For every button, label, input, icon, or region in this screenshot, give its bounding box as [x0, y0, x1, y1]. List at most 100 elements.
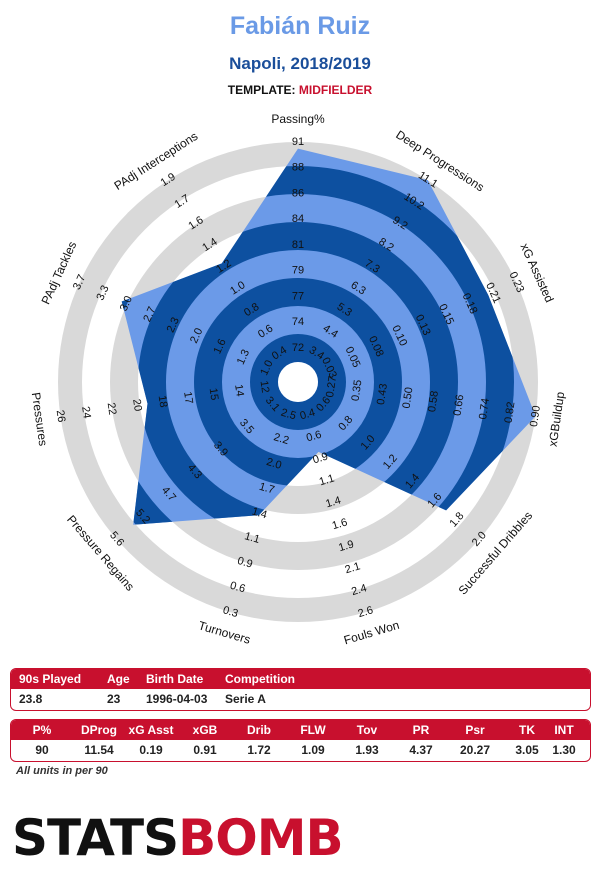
stats-value-cell: 3.05: [515, 743, 539, 757]
radar-band: [194, 278, 402, 486]
axis-tick-label: 74: [292, 316, 304, 328]
axis-tick-label: 0.9: [311, 450, 329, 466]
info-value-cell: 23: [107, 692, 121, 706]
stats-table-header: P% DProg xG Asst xGB Drib FLW Tov PR Psr…: [11, 720, 590, 740]
axis-tick-label: 1.3: [235, 348, 252, 367]
axis-tick-label: 12: [258, 380, 272, 394]
axis-tick-label: 0.6: [229, 580, 247, 596]
axis-tick-label: 0.82: [503, 401, 518, 424]
axis-tick-label: 1.7: [258, 481, 276, 497]
axis-name-label: Fouls Won: [342, 618, 401, 648]
stats-value-cell: 11.54: [84, 743, 114, 757]
stats-header-cell: xG Asst: [128, 723, 174, 737]
stats-header-cell: DProg: [81, 723, 117, 737]
axis-tick-label: 0.3: [221, 604, 239, 620]
stats-table: P% DProg xG Asst xGB Drib FLW Tov PR Psr…: [10, 719, 591, 762]
axis-tick-label: 0.43: [375, 383, 390, 406]
stats-header-cell: Psr: [465, 723, 485, 737]
stats-header-cell: TK: [519, 723, 535, 737]
axis-tick-label: 2.3: [165, 316, 182, 335]
axis-tick-label: 2.6: [357, 604, 375, 620]
axis-name-label: xG Assisted: [518, 241, 557, 304]
axis-tick-label: 0.27: [324, 375, 339, 398]
player-name: Fabián Ruiz: [229, 12, 371, 40]
axis-tick-label: 22: [105, 402, 119, 416]
info-table-row: 23.8 23 1996-04-03 Serie A: [11, 689, 590, 709]
axis-tick-label: 1.0: [258, 358, 275, 377]
axis-name-label: xGBuildup: [546, 390, 568, 447]
axis-tick-label: 2.5: [279, 407, 297, 423]
axis-tick-label: 3.3: [94, 284, 111, 303]
stats-value-cell: 20.27: [459, 743, 491, 757]
template-value: MIDFIELDER: [298, 83, 373, 97]
stats-header-cell: PR: [412, 723, 430, 737]
info-header-cell: Competition: [225, 672, 295, 686]
axis-tick-label: 0.9: [236, 555, 254, 571]
template-line: TEMPLATE: MIDFIELDER: [0, 83, 600, 97]
axis-name-label: Turnovers: [197, 618, 252, 647]
team-season: Napoli, 2018/2019: [229, 54, 371, 73]
axis-tick-label: 2.0: [265, 456, 283, 472]
stats-value-cell: 1.72: [247, 743, 271, 757]
axis-tick-label: 1.4: [250, 505, 268, 521]
stats-value-cell: 1.30: [552, 743, 576, 757]
stats-value-cell: 0.91: [193, 743, 217, 757]
axis-tick-label: 1.1: [243, 530, 261, 546]
axis-name-label: Passing%: [271, 112, 325, 126]
axis-tick-label: 1.4: [324, 494, 342, 510]
radar-chart: 727477798184868891Passing%3.44.45.36.37.…: [29, 112, 568, 648]
axis-tick-label: 0.74: [477, 397, 492, 420]
units-note: All units in per 90: [16, 765, 108, 777]
axis-tick-label: 81: [292, 239, 304, 251]
stats-value-cell: 1.09: [301, 743, 325, 757]
axis-tick-label: 84: [292, 213, 304, 225]
axis-tick-label: 15: [207, 387, 221, 401]
info-value-cell: 23.8: [19, 692, 43, 706]
axis-tick-label: 17: [181, 391, 195, 405]
axis-tick-label: 2.4: [350, 582, 368, 598]
info-value-cell: Serie A: [225, 692, 266, 706]
axis-tick-label: 14: [232, 384, 246, 398]
axis-tick-label: 0.4: [299, 407, 317, 423]
info-header-cell: Birth Date: [146, 672, 204, 686]
axis-tick-label: 72: [292, 342, 304, 354]
stats-value-cell: 4.37: [409, 743, 433, 757]
stats-header-cell: FLW: [300, 723, 326, 737]
axis-tick-label: 77: [292, 290, 304, 302]
stats-header-cell: Tov: [356, 723, 378, 737]
axis-tick-label: 2.0: [188, 326, 205, 345]
axis-tick-label: 26: [54, 409, 68, 423]
stats-header-cell: P%: [32, 723, 52, 737]
axis-tick-label: 91: [292, 136, 304, 148]
axis-tick-label: 0.6: [305, 429, 323, 445]
info-header-cell: Age: [107, 672, 130, 686]
info-header-cell: 90s Played: [19, 672, 82, 686]
axis-tick-label: 79: [292, 265, 304, 277]
stats-value-cell: 90: [35, 743, 49, 757]
axis-tick-label: 1.9: [337, 538, 355, 554]
stats-header-cell: Drib: [247, 723, 271, 737]
stats-header-cell: INT: [554, 723, 574, 737]
brand-part1: STATS: [12, 809, 179, 867]
stats-table-row: 90 11.54 0.19 0.91 1.72 1.09 1.93 4.37 2…: [11, 740, 590, 760]
axis-name-label: Pressures: [29, 391, 51, 446]
axis-tick-label: 1.6: [331, 516, 349, 532]
axis-tick-label: 2.2: [272, 431, 290, 447]
stats-value-cell: 0.19: [139, 743, 163, 757]
axis-tick-label: 0.58: [426, 390, 441, 413]
info-value-cell: 1996-04-03: [146, 692, 208, 706]
stats-value-cell: 1.93: [355, 743, 379, 757]
axis-tick-label: 88: [292, 162, 304, 174]
statsbomb-logo: STATSBOMB: [12, 813, 344, 863]
info-table: 90s Played Age Birth Date Competition 23…: [10, 668, 591, 711]
brand-wordmark: STATSBOMB: [12, 813, 344, 863]
axis-tick-label: 0.35: [350, 379, 365, 402]
axis-tick-label: 1.1: [318, 472, 336, 488]
axis-tick-label: 1.6: [211, 337, 228, 356]
center-hole: [278, 362, 318, 402]
axis-tick-label: 3.7: [71, 273, 88, 292]
axis-name-label: PAdj Tackles: [39, 239, 80, 306]
template-label: TEMPLATE:: [227, 83, 296, 97]
info-table-header: 90s Played Age Birth Date Competition: [11, 669, 590, 689]
stats-header-cell: xGB: [192, 723, 218, 737]
